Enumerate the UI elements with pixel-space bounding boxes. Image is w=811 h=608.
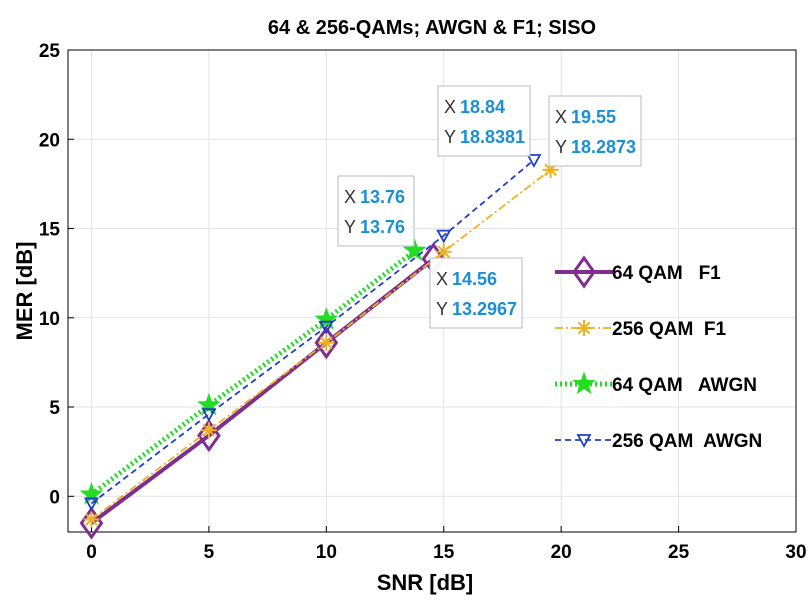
datatip-x-value: 19.55 [571, 107, 616, 127]
asterisk-stroke [85, 513, 98, 526]
series-line [90, 257, 435, 525]
legend-marker [572, 371, 596, 395]
data-point [318, 320, 334, 335]
datatip-x-value: 18.84 [460, 97, 505, 117]
plot-frame [67, 49, 797, 533]
series-2 [79, 238, 427, 505]
legend-marker [576, 320, 592, 336]
data-point [200, 422, 217, 439]
legend-marker [572, 255, 596, 289]
data-point [435, 243, 452, 260]
datatip-x-key: X [444, 97, 456, 117]
datatip-x-value: 13.76 [360, 187, 405, 207]
datatip-y-value: 18.8381 [460, 127, 525, 147]
y-tick-label: 10 [39, 309, 60, 330]
datatip: X 14.56Y 13.2967 [429, 257, 523, 329]
datatip-x-key: X [436, 269, 448, 289]
x-axis-label: SNR [dB] [377, 570, 474, 595]
series-group [79, 154, 559, 540]
datatip: X 13.76Y 13.76 [337, 175, 415, 247]
legend-label: 64 QAM F1 [612, 263, 721, 284]
asterisk-stroke [577, 321, 591, 335]
y-tick-label: 15 [39, 220, 61, 241]
x-tick-label: 10 [316, 542, 337, 563]
datatip-x-value: 14.56 [452, 269, 497, 289]
datatip: X 19.55Y 18.2873 [548, 95, 642, 167]
x-tick-label: 0 [86, 542, 97, 563]
x-tick-label: 20 [551, 542, 572, 563]
asterisk-stroke [319, 336, 333, 350]
datatip-box [337, 175, 415, 247]
x-tick-label: 25 [668, 542, 690, 563]
data-point [402, 238, 427, 261]
datatip-y-key: Y [344, 217, 356, 237]
legend-marker [576, 434, 592, 448]
data-point [318, 334, 335, 351]
x-tick-label: 5 [204, 542, 215, 563]
datatip-box [548, 95, 642, 167]
series-line [90, 159, 535, 505]
tick-labels: 0 5 10 15 20 25 30 0 5 10 15 20 25 [39, 41, 807, 563]
x-tick-label: 30 [785, 542, 806, 563]
legend-label: 256 QAM F1 [612, 319, 726, 340]
datatip-x-key: X [555, 107, 567, 127]
datatip-x-key: X [344, 187, 356, 207]
asterisk-stroke [202, 423, 216, 437]
data-point [314, 307, 339, 330]
legend-label: 64 QAM AWGN [612, 375, 757, 396]
datatip-box [437, 85, 531, 157]
legend-item: 256 QAM AWGN [555, 431, 762, 452]
data-point [314, 326, 339, 360]
datatip: X 18.84Y 18.8381 [437, 85, 531, 157]
data-point [201, 408, 217, 423]
legend-label: 256 QAM AWGN [612, 431, 762, 452]
data-point [526, 154, 542, 168]
y-tick-label: 25 [39, 41, 61, 62]
data-point [436, 229, 452, 244]
x-tick-label: 15 [433, 542, 455, 563]
series-1 [83, 161, 559, 528]
legend-item: 64 QAM F1 [555, 255, 721, 289]
datatip-y-key: Y [436, 299, 448, 319]
data-point [79, 506, 104, 540]
legend-item: 64 QAM AWGN [555, 371, 757, 396]
chart-title: 64 & 256-QAMs; AWGN & F1; SISO [268, 17, 596, 39]
datatip-y-value: 13.2967 [452, 299, 517, 319]
datatip-y-value: 18.2873 [571, 137, 636, 157]
series-line [89, 248, 417, 497]
legend-item: 256 QAM F1 [555, 319, 726, 340]
y-tick-label: 20 [39, 130, 60, 151]
data-point [83, 497, 99, 512]
datatip-box [429, 257, 523, 329]
y-tick-label: 5 [49, 398, 60, 419]
series-3 [83, 154, 542, 512]
asterisk-stroke [437, 245, 451, 259]
y-tick-label: 0 [49, 487, 60, 508]
data-point [83, 511, 100, 528]
y-axis-label: MER [dB] [12, 242, 37, 341]
datatip-y-key: Y [444, 127, 456, 147]
datatip-y-key: Y [555, 137, 567, 157]
datatip-y-value: 13.76 [360, 217, 405, 237]
legend: 64 QAM F1 256 QAM F1 64 QAM AWGN 256 QAM AW… [555, 255, 762, 452]
